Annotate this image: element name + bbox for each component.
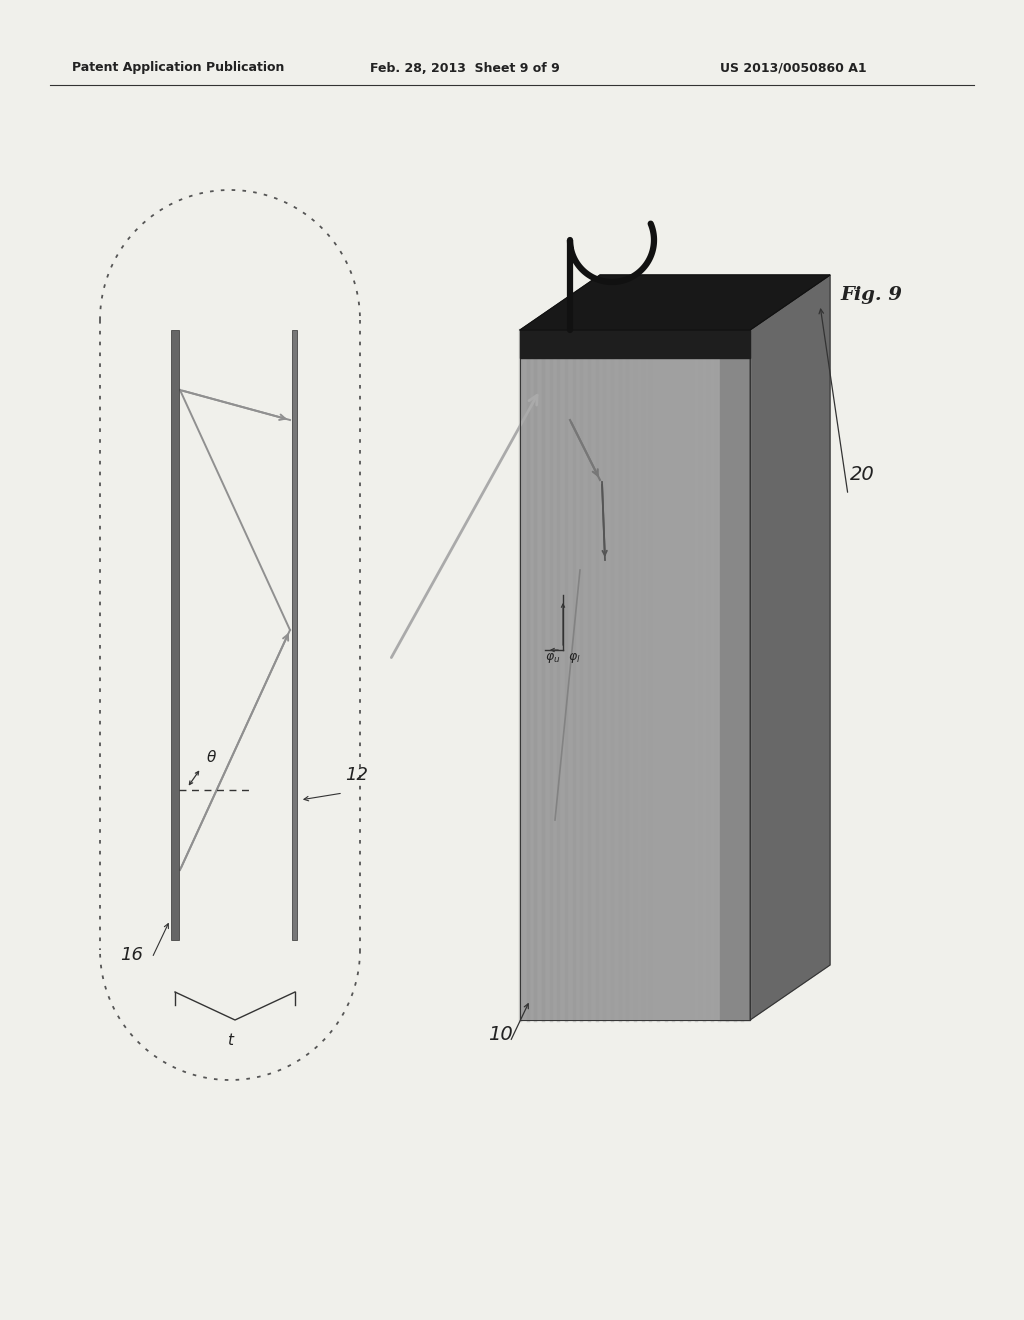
Text: 16: 16 [120, 946, 143, 964]
Text: θ: θ [207, 750, 216, 766]
Polygon shape [520, 275, 830, 330]
Text: Patent Application Publication: Patent Application Publication [72, 62, 285, 74]
Bar [171, 330, 179, 940]
Text: 10: 10 [488, 1026, 513, 1044]
Text: US 2013/0050860 A1: US 2013/0050860 A1 [720, 62, 866, 74]
Bar [292, 330, 297, 940]
Text: Feb. 28, 2013  Sheet 9 of 9: Feb. 28, 2013 Sheet 9 of 9 [370, 62, 560, 74]
Text: $\varphi_u$: $\varphi_u$ [545, 651, 560, 665]
Polygon shape [520, 330, 750, 1020]
Text: $\varphi_l$: $\varphi_l$ [568, 651, 581, 665]
Polygon shape [520, 330, 750, 358]
Text: 12: 12 [345, 766, 368, 784]
Text: Fig. 9: Fig. 9 [840, 286, 902, 304]
Text: 20: 20 [850, 465, 874, 484]
Polygon shape [750, 275, 830, 1020]
Text: t: t [227, 1034, 233, 1048]
Polygon shape [720, 358, 750, 1020]
